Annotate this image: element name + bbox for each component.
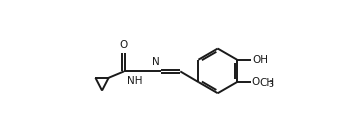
Text: N: N [152,57,160,67]
Text: NH: NH [126,76,142,86]
Text: CH: CH [260,78,275,88]
Text: O: O [252,77,260,87]
Text: O: O [120,40,128,50]
Text: OH: OH [252,55,268,65]
Text: 3: 3 [269,80,274,89]
